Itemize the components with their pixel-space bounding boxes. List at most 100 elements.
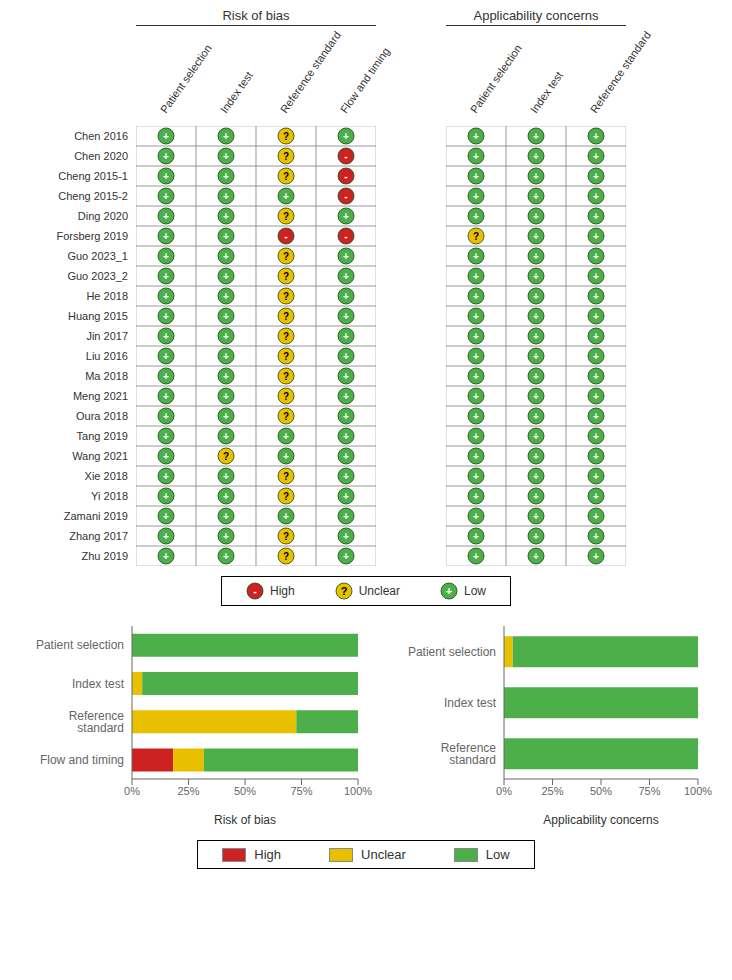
svg-text:+: + — [343, 291, 349, 302]
svg-text:?: ? — [283, 471, 289, 482]
svg-text:+: + — [533, 371, 539, 382]
svg-text:Liu 2016: Liu 2016 — [86, 350, 128, 362]
svg-text:+: + — [223, 531, 229, 542]
svg-text:Chen 2020: Chen 2020 — [74, 150, 128, 162]
svg-text:+: + — [223, 311, 229, 322]
svg-text:+: + — [473, 551, 479, 562]
svg-text:+: + — [163, 231, 169, 242]
svg-text:+: + — [593, 211, 599, 222]
svg-text:0%: 0% — [124, 785, 140, 797]
svg-text:+: + — [593, 451, 599, 462]
svg-text:+: + — [163, 511, 169, 522]
svg-text:+: + — [343, 391, 349, 402]
svg-text:Patient selection: Patient selection — [158, 42, 214, 115]
svg-text:+: + — [343, 331, 349, 342]
svg-text:+: + — [163, 391, 169, 402]
svg-text:+: + — [593, 291, 599, 302]
svg-text:+: + — [473, 151, 479, 162]
svg-text:Reference standard: Reference standard — [278, 29, 343, 115]
svg-text:+: + — [593, 351, 599, 362]
svg-text:+: + — [163, 171, 169, 182]
svg-text:Yi 2018: Yi 2018 — [91, 490, 128, 502]
svg-text:?: ? — [283, 211, 289, 222]
svg-text:75%: 75% — [638, 785, 660, 797]
svg-text:+: + — [533, 211, 539, 222]
svg-text:-: - — [344, 171, 347, 182]
svg-text:Applicability concerns: Applicability concerns — [543, 813, 658, 827]
svg-text:+: + — [343, 511, 349, 522]
svg-text:+: + — [533, 431, 539, 442]
svg-text:-: - — [344, 151, 347, 162]
svg-text:+: + — [343, 131, 349, 142]
svg-text:?: ? — [283, 371, 289, 382]
svg-text:?: ? — [283, 171, 289, 182]
svg-text:+: + — [163, 471, 169, 482]
svg-text:+: + — [473, 331, 479, 342]
svg-text:+: + — [593, 191, 599, 202]
svg-text:+: + — [533, 511, 539, 522]
svg-text:Guo 2023_2: Guo 2023_2 — [67, 270, 128, 282]
svg-text:+: + — [533, 551, 539, 562]
svg-text:+: + — [283, 431, 289, 442]
svg-text:Index test: Index test — [218, 69, 255, 115]
svg-text:+: + — [163, 371, 169, 382]
svg-text:+: + — [593, 431, 599, 442]
svg-text:?: ? — [283, 411, 289, 422]
svg-text:+: + — [533, 291, 539, 302]
svg-text:+: + — [473, 131, 479, 142]
svg-text:Index test: Index test — [528, 69, 565, 115]
svg-text:+: + — [163, 551, 169, 562]
svg-text:+: + — [593, 491, 599, 502]
svg-text:Referencestandard: Referencestandard — [441, 741, 497, 767]
svg-text:Index test: Index test — [72, 677, 125, 691]
svg-text:Patient selection: Patient selection — [468, 42, 524, 115]
svg-text:+: + — [223, 371, 229, 382]
svg-text:100%: 100% — [684, 785, 712, 797]
svg-text:-: - — [284, 231, 287, 242]
svg-text:+: + — [533, 231, 539, 242]
svg-text:+: + — [593, 511, 599, 522]
svg-text:+: + — [223, 471, 229, 482]
svg-text:+: + — [223, 411, 229, 422]
svg-text:+: + — [593, 151, 599, 162]
svg-text:+: + — [343, 251, 349, 262]
svg-text:-: - — [253, 585, 257, 597]
svg-text:Xie 2018: Xie 2018 — [85, 470, 128, 482]
svg-text:?: ? — [340, 585, 347, 597]
svg-text:+: + — [533, 451, 539, 462]
svg-text:+: + — [163, 451, 169, 462]
svg-text:Zhu 2019: Zhu 2019 — [82, 550, 128, 562]
svg-text:?: ? — [283, 151, 289, 162]
svg-text:+: + — [533, 471, 539, 482]
svg-text:+: + — [223, 151, 229, 162]
svg-text:+: + — [163, 271, 169, 282]
svg-text:+: + — [343, 491, 349, 502]
svg-text:+: + — [533, 351, 539, 362]
svg-text:+: + — [473, 451, 479, 462]
svg-text:+: + — [163, 191, 169, 202]
svg-text:?: ? — [283, 491, 289, 502]
svg-text:+: + — [163, 411, 169, 422]
svg-text:+: + — [473, 191, 479, 202]
svg-text:+: + — [343, 211, 349, 222]
svg-text:+: + — [593, 171, 599, 182]
svg-text:+: + — [163, 291, 169, 302]
svg-text:+: + — [533, 131, 539, 142]
svg-text:75%: 75% — [290, 785, 312, 797]
svg-text:+: + — [163, 311, 169, 322]
svg-text:+: + — [223, 351, 229, 362]
svg-text:+: + — [473, 351, 479, 362]
svg-text:Chen 2016: Chen 2016 — [74, 130, 128, 142]
svg-text:+: + — [593, 231, 599, 242]
svg-text:+: + — [223, 131, 229, 142]
svg-text:?: ? — [283, 291, 289, 302]
svg-text:Huang 2015: Huang 2015 — [68, 310, 128, 322]
svg-text:+: + — [593, 371, 599, 382]
svg-text:Ma 2018: Ma 2018 — [85, 370, 128, 382]
svg-text:+: + — [343, 531, 349, 542]
svg-text:0%: 0% — [496, 785, 512, 797]
svg-text:+: + — [593, 251, 599, 262]
svg-text:+: + — [163, 491, 169, 502]
svg-text:+: + — [533, 311, 539, 322]
svg-text:Reference standard: Reference standard — [588, 29, 653, 115]
